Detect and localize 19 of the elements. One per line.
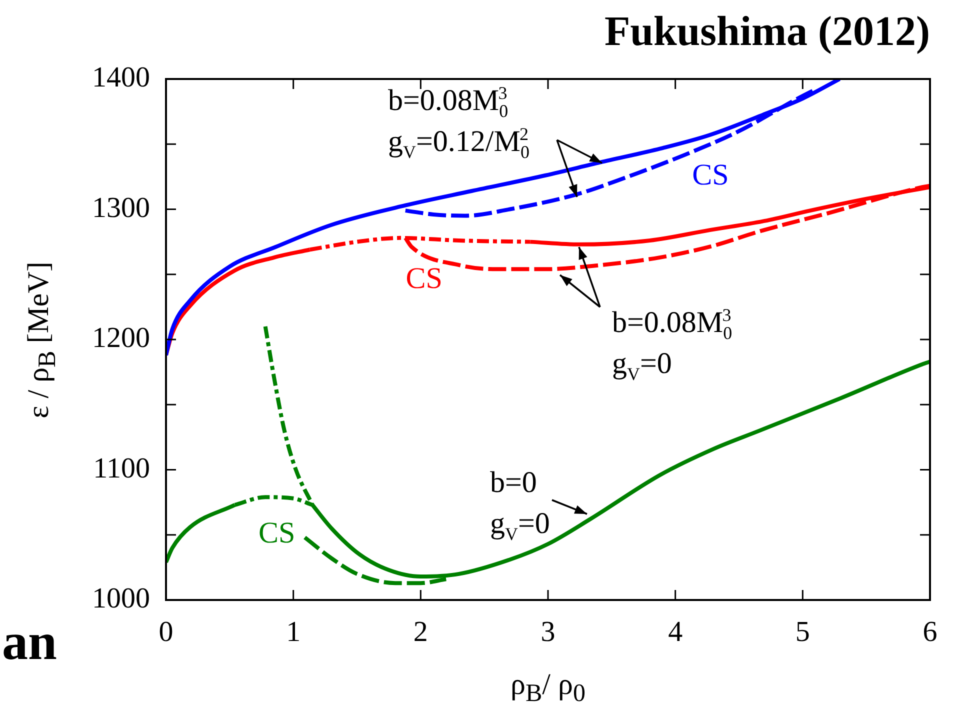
y-tick-label: 1100 [93, 452, 150, 484]
x-tick-label: 1 [286, 616, 301, 648]
annotation: b=0 g$_{V}$=0 [490, 465, 550, 544]
text: an [2, 613, 57, 673]
series-label: CS [692, 158, 729, 192]
y-tick-label: 1300 [92, 192, 150, 224]
y-tick-label: 1000 [92, 582, 150, 615]
series-label: CS [258, 516, 296, 550]
x-tick-label: 3 [540, 616, 556, 648]
x-axis-title: ρ$_{B}$/ ρ$_{0}$ [510, 668, 586, 708]
x-tick-label: 5 [795, 616, 810, 648]
chart-title: Fukushima (2012) [604, 8, 930, 56]
x-tick-label: 2 [413, 616, 428, 648]
series-label: CS [406, 262, 442, 296]
x-tick-label: 0 [158, 616, 174, 648]
y-tick-label: 1400 [92, 62, 150, 94]
x-tick-label: 6 [922, 616, 938, 648]
x-tick-label: 4 [668, 616, 684, 648]
y-tick-label: 1200 [92, 322, 150, 354]
